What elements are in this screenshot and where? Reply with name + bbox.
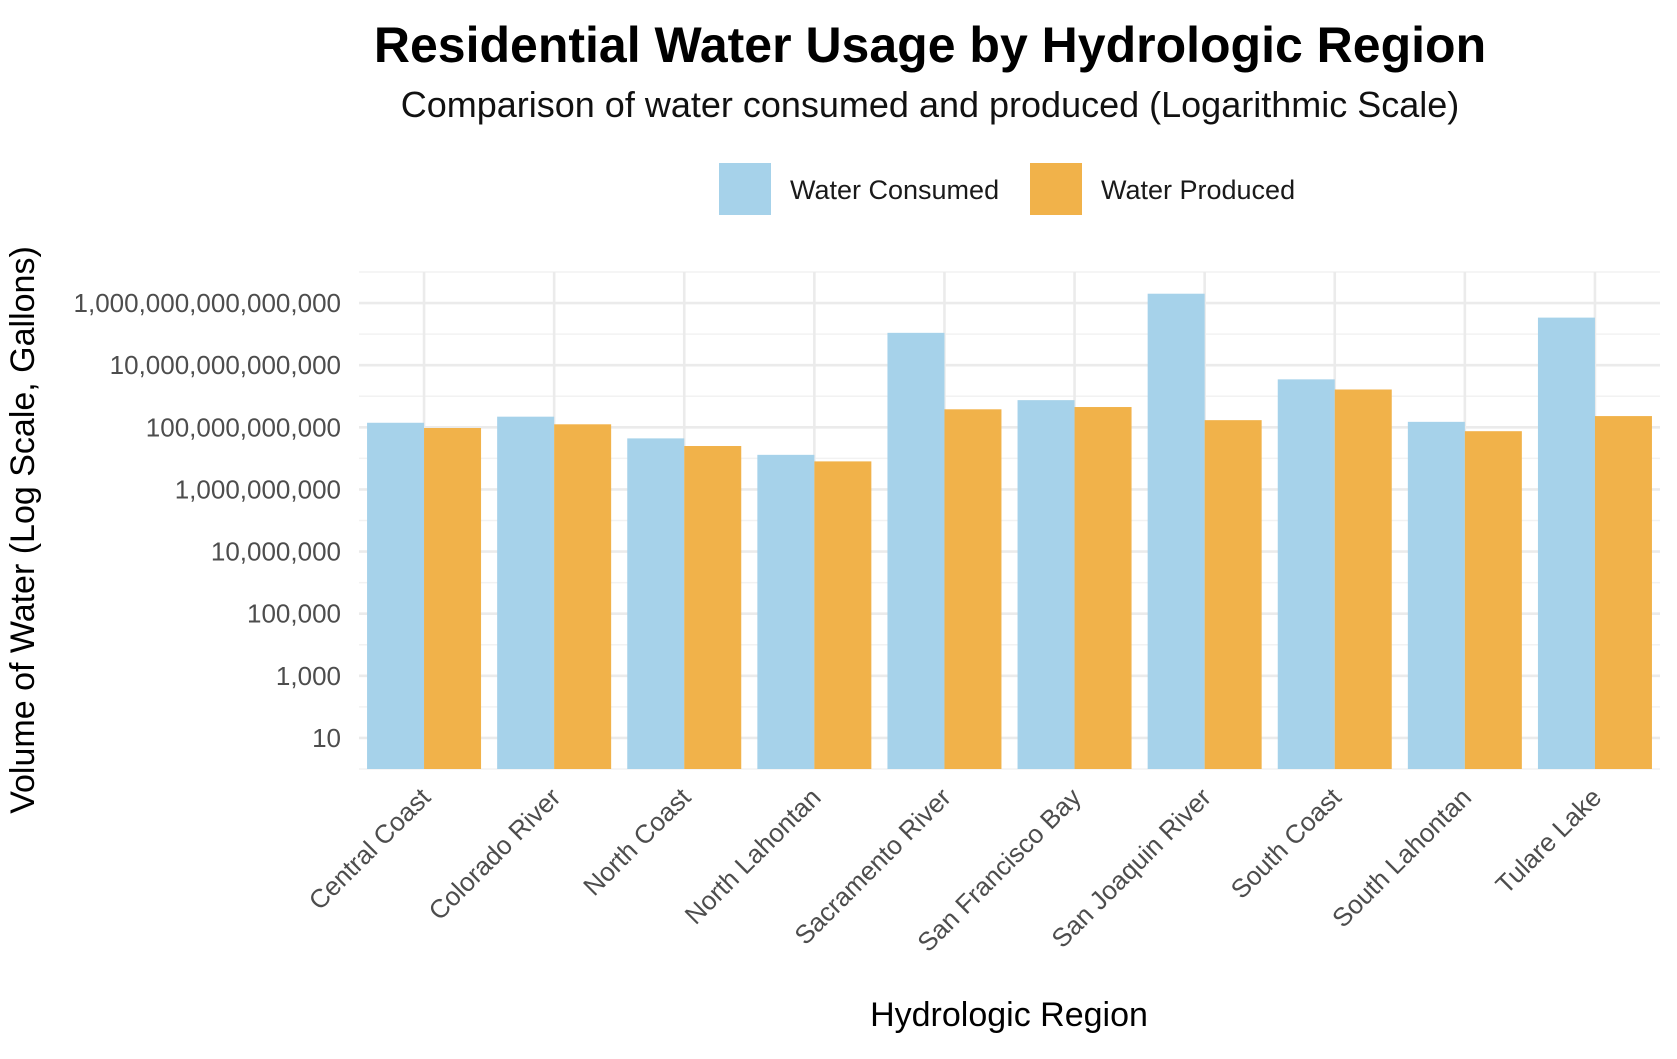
legend-label-produced: Water Produced — [1101, 175, 1295, 205]
x-tick-label: Central Coast — [303, 781, 437, 915]
y-tick-label: 100,000 — [247, 599, 341, 629]
bar-produced-san-francisco-bay — [1074, 407, 1132, 769]
x-tick-label: North Lahontan — [679, 782, 827, 930]
legend-label-consumed: Water Consumed — [790, 175, 999, 205]
bar-produced-tulare-lake — [1594, 416, 1652, 769]
y-tick-label: 10,000,000 — [211, 537, 341, 567]
y-tick-label: 100,000,000,000 — [146, 412, 341, 442]
chart-subtitle: Comparison of water consumed and produce… — [401, 84, 1460, 125]
bar-produced-north-lahontan — [814, 461, 872, 769]
x-tick-label: Tulare Lake — [1490, 782, 1608, 900]
x-tick-label: South Lahontan — [1326, 782, 1477, 933]
bar-consumed-colorado-river — [497, 416, 555, 769]
bars — [367, 293, 1652, 769]
chart-title: Residential Water Usage by Hydrologic Re… — [374, 17, 1486, 73]
bar-consumed-north-lahontan — [757, 454, 815, 769]
bar-produced-south-lahontan — [1464, 431, 1522, 769]
bar-consumed-san-francisco-bay — [1017, 400, 1075, 769]
bar-produced-sacramento-river — [944, 409, 1002, 769]
y-tick-label: 10 — [312, 723, 341, 753]
x-tick-label: South Coast — [1225, 781, 1348, 904]
x-tick-label: North Coast — [577, 781, 697, 901]
bar-produced-san-joaquin-river — [1204, 420, 1262, 769]
bar-consumed-north-coast — [627, 438, 685, 769]
y-tick-label: 1,000,000,000,000,000 — [74, 288, 341, 318]
bar-consumed-sacramento-river — [887, 332, 945, 769]
y-tick-label: 1,000 — [276, 661, 341, 691]
bar-consumed-south-lahontan — [1407, 421, 1465, 769]
bar-produced-south-coast — [1334, 389, 1392, 769]
bar-consumed-south-coast — [1277, 379, 1335, 769]
bar-produced-colorado-river — [554, 424, 612, 769]
y-axis-tick-labels: 10 1,000 100,000 10,000,000 1,000,000,000 100… — [74, 288, 341, 753]
bar-consumed-central-coast — [367, 422, 425, 769]
bar-consumed-san-joaquin-river — [1147, 293, 1205, 769]
x-axis-title: Hydrologic Region — [870, 996, 1148, 1034]
bar-consumed-tulare-lake — [1537, 317, 1595, 769]
x-tick-label: Colorado River — [423, 782, 567, 926]
legend-key-produced — [1030, 163, 1082, 215]
y-tick-label: 1,000,000,000 — [175, 474, 341, 504]
y-tick-label: 10,000,000,000,000 — [110, 350, 341, 380]
bar-produced-central-coast — [424, 428, 482, 769]
y-axis-title: Volume of Water (Log Scale, Gallons) — [4, 246, 42, 814]
legend-key-consumed — [719, 163, 771, 215]
bar-produced-north-coast — [684, 446, 742, 769]
legend: Water Consumed Water Produced — [719, 163, 1295, 215]
